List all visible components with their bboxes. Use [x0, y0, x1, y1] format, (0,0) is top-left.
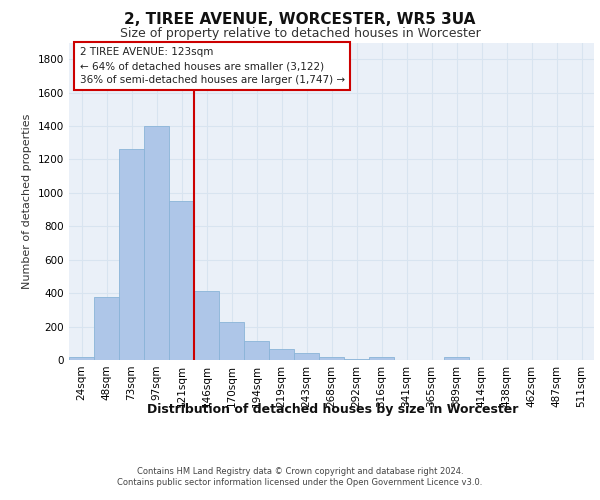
Bar	[94, 296, 119, 360]
Text: Distribution of detached houses by size in Worcester: Distribution of detached houses by size …	[148, 402, 518, 415]
Bar	[294, 353, 319, 360]
Bar	[244, 341, 269, 360]
Bar	[369, 356, 394, 360]
Bar	[344, 359, 369, 360]
Bar	[169, 201, 194, 360]
Text: 2 TIREE AVENUE: 123sqm
← 64% of detached houses are smaller (3,122)
36% of semi-: 2 TIREE AVENUE: 123sqm ← 64% of detached…	[79, 48, 344, 86]
Bar	[219, 322, 244, 360]
Bar	[194, 292, 219, 360]
Bar	[319, 356, 344, 360]
Bar	[269, 349, 294, 360]
Text: Contains HM Land Registry data © Crown copyright and database right 2024.
Contai: Contains HM Land Registry data © Crown c…	[118, 468, 482, 487]
Bar	[144, 126, 169, 360]
Bar	[69, 356, 94, 360]
Bar	[119, 150, 144, 360]
Text: Size of property relative to detached houses in Worcester: Size of property relative to detached ho…	[119, 28, 481, 40]
Bar	[444, 356, 469, 360]
Y-axis label: Number of detached properties: Number of detached properties	[22, 114, 32, 289]
Text: 2, TIREE AVENUE, WORCESTER, WR5 3UA: 2, TIREE AVENUE, WORCESTER, WR5 3UA	[124, 12, 476, 28]
